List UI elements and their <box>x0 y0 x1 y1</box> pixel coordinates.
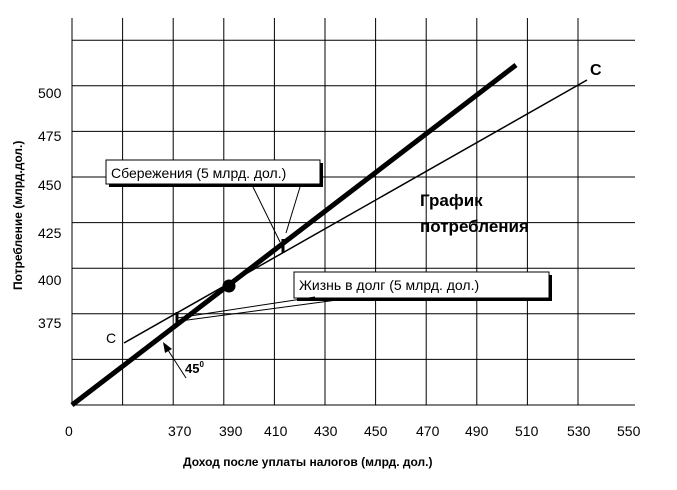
x-tick-label: 390 <box>219 423 243 439</box>
borrowing-callout-box <box>293 271 550 299</box>
y-tick-label: 400 <box>38 272 62 288</box>
x-tick-labels: 0 370 390 410 430 450 470 490 510 530 550 <box>65 423 641 439</box>
angle-label: 450 <box>185 360 204 376</box>
y-tick-label: 475 <box>38 128 62 144</box>
savings-pointer-1 <box>252 186 281 243</box>
x-tick-label: 370 <box>168 423 192 439</box>
x-tick-label: 530 <box>567 423 591 439</box>
x-tick-label: 490 <box>465 423 489 439</box>
x-tick-label: 510 <box>515 423 539 439</box>
borrowing-pointer-2 <box>179 299 338 322</box>
x-tick-label: 0 <box>65 423 73 439</box>
x-tick-label: 450 <box>364 423 388 439</box>
savings-callout-box <box>105 159 321 185</box>
savings-callout-text: Сбережения (5 млрд. дол.) <box>111 165 286 181</box>
y-tick-labels: 375 400 425 450 475 500 <box>38 85 62 331</box>
savings-callout-shadow-bottom <box>109 184 323 187</box>
grid <box>72 18 635 405</box>
y-tick-label: 375 <box>38 315 62 331</box>
y-tick-label: 425 <box>38 225 62 241</box>
x-tick-label: 430 <box>314 423 338 439</box>
borrowing-callout-shadow <box>549 275 552 301</box>
borrowing-callout-shadow-bottom <box>297 298 552 301</box>
x-tick-label: 470 <box>416 423 440 439</box>
forty-five-degree-line <box>70 63 518 407</box>
c-label-end: С <box>590 62 602 79</box>
x-tick-label: 550 <box>617 423 641 439</box>
savings-callout-shadow <box>320 163 323 187</box>
borrowing-callout-text: Жизнь в долг (5 млрд. дол.) <box>299 277 479 293</box>
y-axis-title: Потребление (млрд.дол.) <box>11 141 25 290</box>
x-tick-label: 410 <box>264 423 288 439</box>
equilibrium-point <box>222 279 236 293</box>
angle-label-value: 45 <box>185 361 199 376</box>
consumption-graph-label-line1: График <box>420 191 483 210</box>
y-tick-label: 450 <box>38 177 62 193</box>
consumption-line <box>123 79 588 344</box>
y-tick-label: 500 <box>38 85 62 101</box>
angle-arrow <box>165 346 187 379</box>
savings-pointer-2 <box>285 186 301 234</box>
consumption-graph-label-line2: потребления <box>420 217 529 236</box>
angle-label-degree: 0 <box>199 360 204 369</box>
x-axis-title: Доход после уплаты налогов (млрд. дол.) <box>183 455 432 469</box>
angle-arrowhead <box>163 342 172 353</box>
borrowing-pointer-1 <box>176 296 316 319</box>
c-label-start: С <box>106 330 116 346</box>
